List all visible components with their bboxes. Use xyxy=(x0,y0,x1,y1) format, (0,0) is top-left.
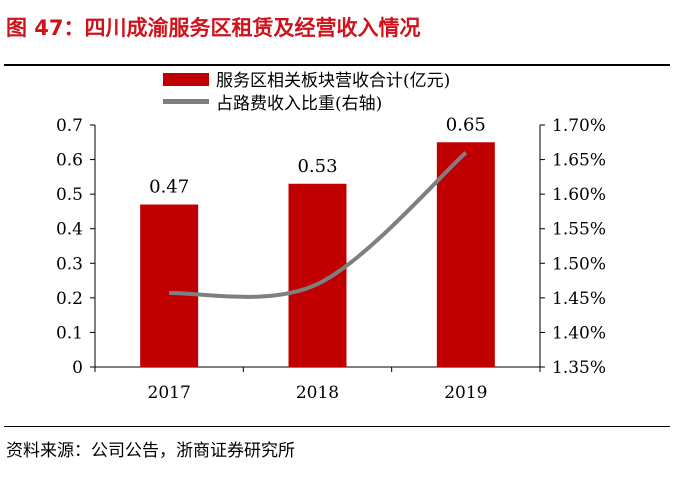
right-tick-label: 1.55% xyxy=(552,220,606,240)
source-divider xyxy=(4,426,670,427)
bar xyxy=(140,204,199,367)
right-tick-label: 1.60% xyxy=(552,185,606,205)
right-tick-label: 1.65% xyxy=(552,151,606,171)
ratio-line xyxy=(169,151,468,299)
bar xyxy=(436,142,495,367)
bar-data-label: 0.65 xyxy=(446,114,486,135)
left-tick-label: 0.5 xyxy=(56,185,83,205)
left-tick-label: 0.3 xyxy=(56,254,83,274)
x-tick-label: 2018 xyxy=(296,383,339,403)
legend-label-ratio: 占路费收入比重(右轴) xyxy=(216,94,382,114)
right-tick-label: 1.40% xyxy=(552,323,606,343)
left-tick-label: 0.4 xyxy=(56,220,83,240)
bar xyxy=(288,183,347,367)
legend-swatch-revenue xyxy=(163,73,209,86)
source-note: 资料来源：公司公告，浙商证券研究所 xyxy=(6,441,295,461)
right-tick-label: 1.45% xyxy=(552,289,606,309)
title-divider xyxy=(4,64,670,66)
bar-data-label: 0.53 xyxy=(297,156,337,177)
left-tick-label: 0.1 xyxy=(56,323,83,343)
left-tick-label: 0.2 xyxy=(56,289,83,309)
right-tick-label: 1.35% xyxy=(552,358,606,378)
figure-title: 图 47：四川成渝服务区租赁及经营收入情况 xyxy=(6,16,421,40)
left-tick-label: 0.6 xyxy=(56,151,83,171)
legend-label-revenue: 服务区相关板块营收合计(亿元) xyxy=(216,71,450,91)
bar-data-label: 0.47 xyxy=(149,177,189,198)
right-tick-label: 1.50% xyxy=(552,254,606,274)
right-tick-label: 1.70% xyxy=(552,116,606,136)
chart: 0 0.1 0.2 0.3 0.4 0.5 0.6 0.7 1.35% 1.40% 1.45% 1.5… xyxy=(56,71,606,403)
left-tick-label: 0 xyxy=(72,358,83,378)
x-tick-label: 2019 xyxy=(444,383,487,403)
legend-swatch-ratio xyxy=(163,99,209,104)
x-tick-label: 2017 xyxy=(148,383,191,403)
left-tick-label: 0.7 xyxy=(56,116,83,136)
